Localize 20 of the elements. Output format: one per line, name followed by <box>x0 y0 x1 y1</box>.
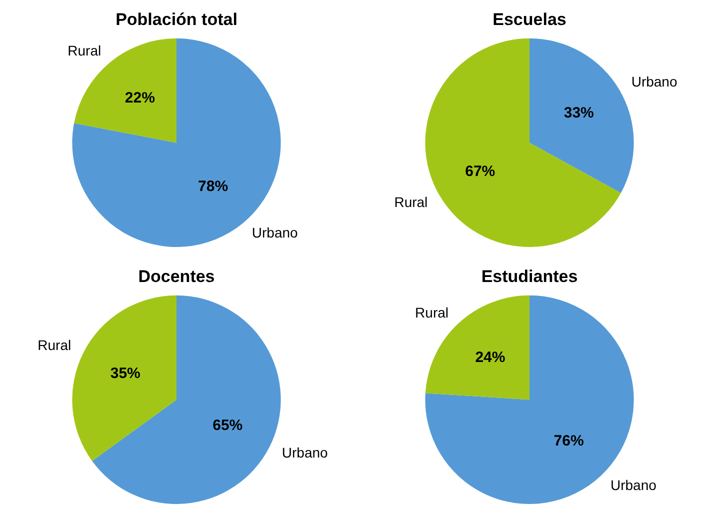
data-label: 22% <box>124 90 155 107</box>
slice-label: Rural <box>415 304 449 320</box>
data-label: 33% <box>564 104 594 122</box>
slice-label: Rural <box>394 194 428 210</box>
data-label: 65% <box>212 416 243 434</box>
slice-label: Urbano <box>282 444 328 460</box>
slice-label: Rural <box>38 336 72 353</box>
data-label: 76% <box>554 432 584 450</box>
chart-title: Escuelas <box>492 10 566 29</box>
slice-label: Rural <box>68 42 102 58</box>
slice-label: Urbano <box>610 476 657 493</box>
data-label: 67% <box>465 163 496 180</box>
chart-title: Población total <box>116 10 238 29</box>
data-label: 24% <box>475 349 506 366</box>
slice-label: Urbano <box>252 224 298 241</box>
slice-label: Urbano <box>631 73 678 90</box>
chart-title: Docentes <box>138 266 215 286</box>
data-label: 35% <box>110 364 140 382</box>
data-label: 78% <box>198 178 228 196</box>
chart-title: Estudiantes <box>481 266 578 286</box>
